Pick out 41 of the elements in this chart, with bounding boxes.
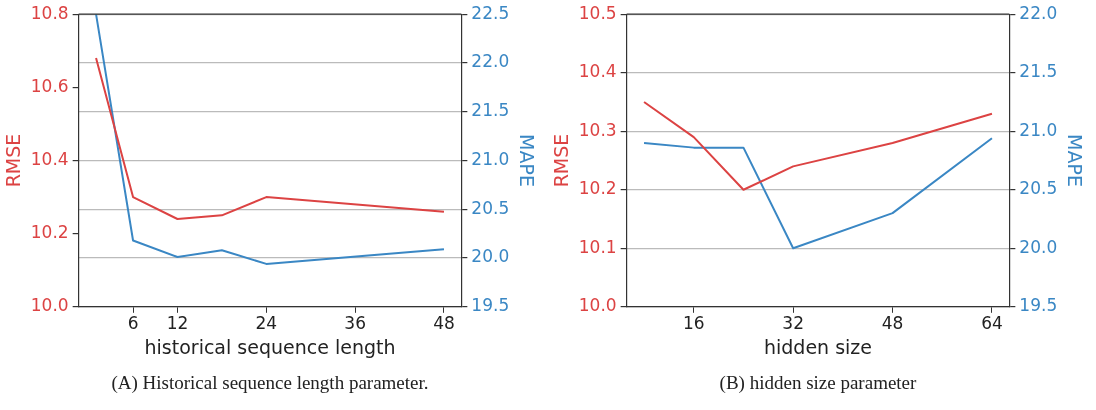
y2-tick-label: 20.0 [1019, 236, 1058, 257]
x-axis-title: hidden size [763, 335, 873, 358]
x-tick-label: 64 [981, 313, 1003, 334]
y2-axis-title: MAPE [515, 134, 538, 187]
y-axis-title: RMSE [550, 133, 573, 188]
y-tick-label: 10.0 [30, 295, 69, 316]
y-tick-label: 10.2 [578, 178, 617, 199]
y2-tick-label: 20.5 [471, 197, 510, 218]
y-tick-label: 10.4 [30, 148, 69, 169]
x-tick-label: 36 [344, 313, 366, 334]
y2-tick-label: 22.0 [471, 51, 510, 72]
y-tick-label: 10.0 [578, 295, 617, 316]
x-axis-title: historical sequence length [144, 335, 396, 358]
y2-tick-label: 21.0 [1019, 119, 1058, 140]
y2-tick-label: 19.5 [471, 295, 510, 316]
y-tick-label: 10.3 [578, 119, 617, 140]
y-tick-label: 10.6 [30, 75, 69, 96]
x-tick-label: 6 [127, 313, 139, 334]
x-tick-label: 24 [255, 313, 278, 334]
y2-tick-label: 21.5 [1019, 61, 1058, 82]
y2-tick-label: 22.0 [1019, 2, 1058, 23]
y-tick-label: 10.5 [578, 2, 617, 23]
y-tick-label: 10.8 [30, 2, 69, 23]
x-tick-label: 12 [166, 313, 189, 334]
y-axis-title: RMSE [2, 133, 25, 188]
y-tick-label: 10.1 [578, 236, 617, 257]
y2-tick-label: 21.5 [471, 100, 510, 121]
text: (A) Historical sequence length parameter. [110, 372, 430, 394]
text: (B) hidden size parameter [718, 372, 918, 394]
y2-tick-label: 19.5 [1019, 295, 1058, 316]
y2-tick-label: 20.5 [1019, 178, 1058, 199]
x-tick-label: 16 [682, 313, 705, 334]
y-tick-label: 10.2 [30, 222, 69, 243]
x-tick-label: 48 [881, 313, 904, 334]
x-tick-label: 48 [433, 313, 455, 334]
y-tick-label: 10.4 [578, 61, 617, 82]
y2-tick-label: 22.5 [471, 2, 510, 23]
x-tick-label: 32 [782, 313, 804, 334]
y2-axis-title: MAPE [1063, 134, 1086, 187]
y2-tick-label: 20.0 [471, 246, 510, 267]
y2-tick-label: 21.0 [471, 148, 510, 169]
